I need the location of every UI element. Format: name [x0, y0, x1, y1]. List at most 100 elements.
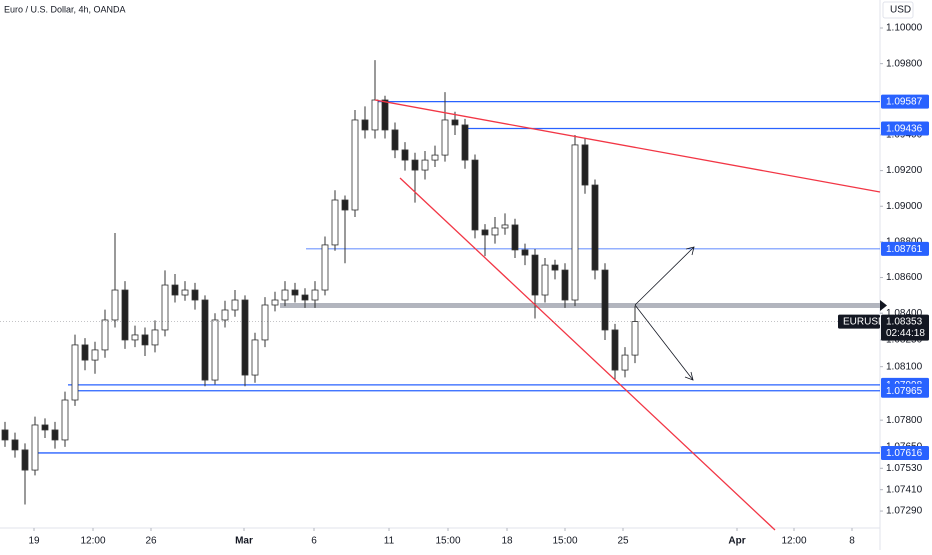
candle-body-up [311, 289, 319, 301]
x-tick-label: 15:00 [435, 536, 460, 547]
candle-body-up [621, 354, 629, 371]
x-tick-label: 25 [617, 536, 629, 547]
candle-body-down [471, 159, 479, 231]
candle-body-down [41, 424, 49, 431]
candles-layer [1, 60, 639, 505]
zone-arrow [880, 300, 887, 311]
level-label-box [881, 383, 929, 398]
candle-body-up [101, 319, 109, 351]
candle-body-down [611, 329, 619, 371]
x-tick-label: 12:00 [781, 536, 806, 547]
level-label: 1.07965 [886, 386, 923, 397]
y-tick-label: 1.09800 [886, 58, 923, 69]
candle-body-down [21, 449, 29, 471]
candle-body-down [461, 124, 469, 161]
candle-body-up [251, 339, 259, 376]
candle-body-up [151, 329, 159, 346]
candle-body-down [341, 199, 349, 211]
candle-body-down [581, 144, 589, 186]
candle-body-up [261, 304, 269, 341]
current-price-box [881, 314, 929, 341]
y-tick-label: 1.07410 [886, 484, 923, 495]
countdown-label: 02:44:18 [886, 328, 925, 339]
candle-body-down [531, 254, 539, 296]
y-tick-label: 1.07800 [886, 415, 923, 426]
y-tick-label: 1.08600 [886, 272, 923, 283]
zone-line [280, 303, 880, 308]
y-tick-label: 1.09200 [886, 165, 923, 176]
candle-body-up [631, 321, 639, 356]
x-tick-label: Mar [235, 536, 253, 547]
candle-body-down [141, 334, 149, 346]
candle-body-up [321, 244, 329, 291]
candle-body-down [121, 289, 129, 341]
y-tick-label: 1.09000 [886, 201, 923, 212]
candle-body-down [51, 429, 59, 441]
candle-body-up [541, 264, 549, 296]
level-label-box [881, 121, 929, 136]
candle-body-down [391, 129, 399, 151]
x-tick-label: 8 [849, 536, 855, 547]
candle-body-down [451, 119, 459, 126]
y-tick-label: 1.08100 [886, 361, 923, 372]
level-label-box [881, 241, 929, 256]
level-label: 1.07616 [886, 448, 923, 459]
candle-body-down [191, 289, 199, 301]
candle-body-up [91, 349, 99, 361]
level-label-box [881, 94, 929, 109]
current-price-label: 1.08353 [886, 317, 923, 328]
x-tick-label: 12:00 [80, 536, 105, 547]
candle-body-up [491, 227, 499, 236]
candle-body-down [591, 184, 599, 271]
levels-layer [35, 100, 880, 454]
candle-body-down [11, 439, 19, 451]
candle-body-down [381, 99, 389, 131]
candle-body-down [361, 119, 369, 131]
candle-body-up [231, 299, 239, 311]
candle-body-up [31, 424, 39, 471]
candle-body-down [301, 294, 309, 301]
down-arrow [634, 304, 694, 381]
labels-layer: 1.095871.094361.087611.079981.079651.076… [0, 94, 929, 460]
y-tick-label: 1.10000 [886, 23, 923, 34]
candle-body-up [421, 159, 429, 171]
candle-body-down [521, 249, 529, 256]
candle-body-up [431, 154, 439, 161]
candle-body-down [201, 299, 209, 381]
up-arrow-head [685, 246, 695, 256]
candle-body-up [111, 289, 119, 321]
candle-body-down [291, 289, 299, 296]
candle-body-up [221, 309, 229, 321]
level-label: 1.09436 [886, 124, 923, 135]
x-tick-label: 15:00 [552, 536, 577, 547]
candle-body-up [331, 199, 339, 246]
x-tick-label: 18 [501, 536, 513, 547]
x-tick-label: Apr [728, 536, 745, 547]
symbol-box [838, 314, 880, 329]
candle-body-down [411, 159, 419, 171]
x-tick-label: 19 [28, 536, 40, 547]
candle-body-down [551, 264, 559, 271]
candle-body-up [571, 144, 579, 301]
currency-box [882, 1, 914, 19]
level-label: 1.08761 [886, 244, 923, 255]
candle-body-up [61, 399, 69, 441]
candle-body-up [441, 119, 449, 156]
x-tick-label: 6 [311, 536, 317, 547]
y-tick-label: 1.07290 [886, 506, 923, 517]
y-tick-label: 1.07530 [886, 463, 923, 474]
candle-body-down [401, 149, 409, 161]
candle-body-down [601, 269, 609, 331]
candle-body-up [131, 334, 139, 341]
x-tick-label: 11 [384, 536, 395, 547]
level-label-box [881, 445, 929, 460]
candle-body-up [71, 344, 79, 401]
level-label: 1.09587 [886, 97, 923, 108]
candle-body-up [271, 299, 279, 306]
lower-trendline [399, 177, 776, 531]
candle-body-down [561, 269, 569, 301]
symbol-label: EURUSD [843, 317, 885, 328]
up-arrow [634, 246, 695, 306]
